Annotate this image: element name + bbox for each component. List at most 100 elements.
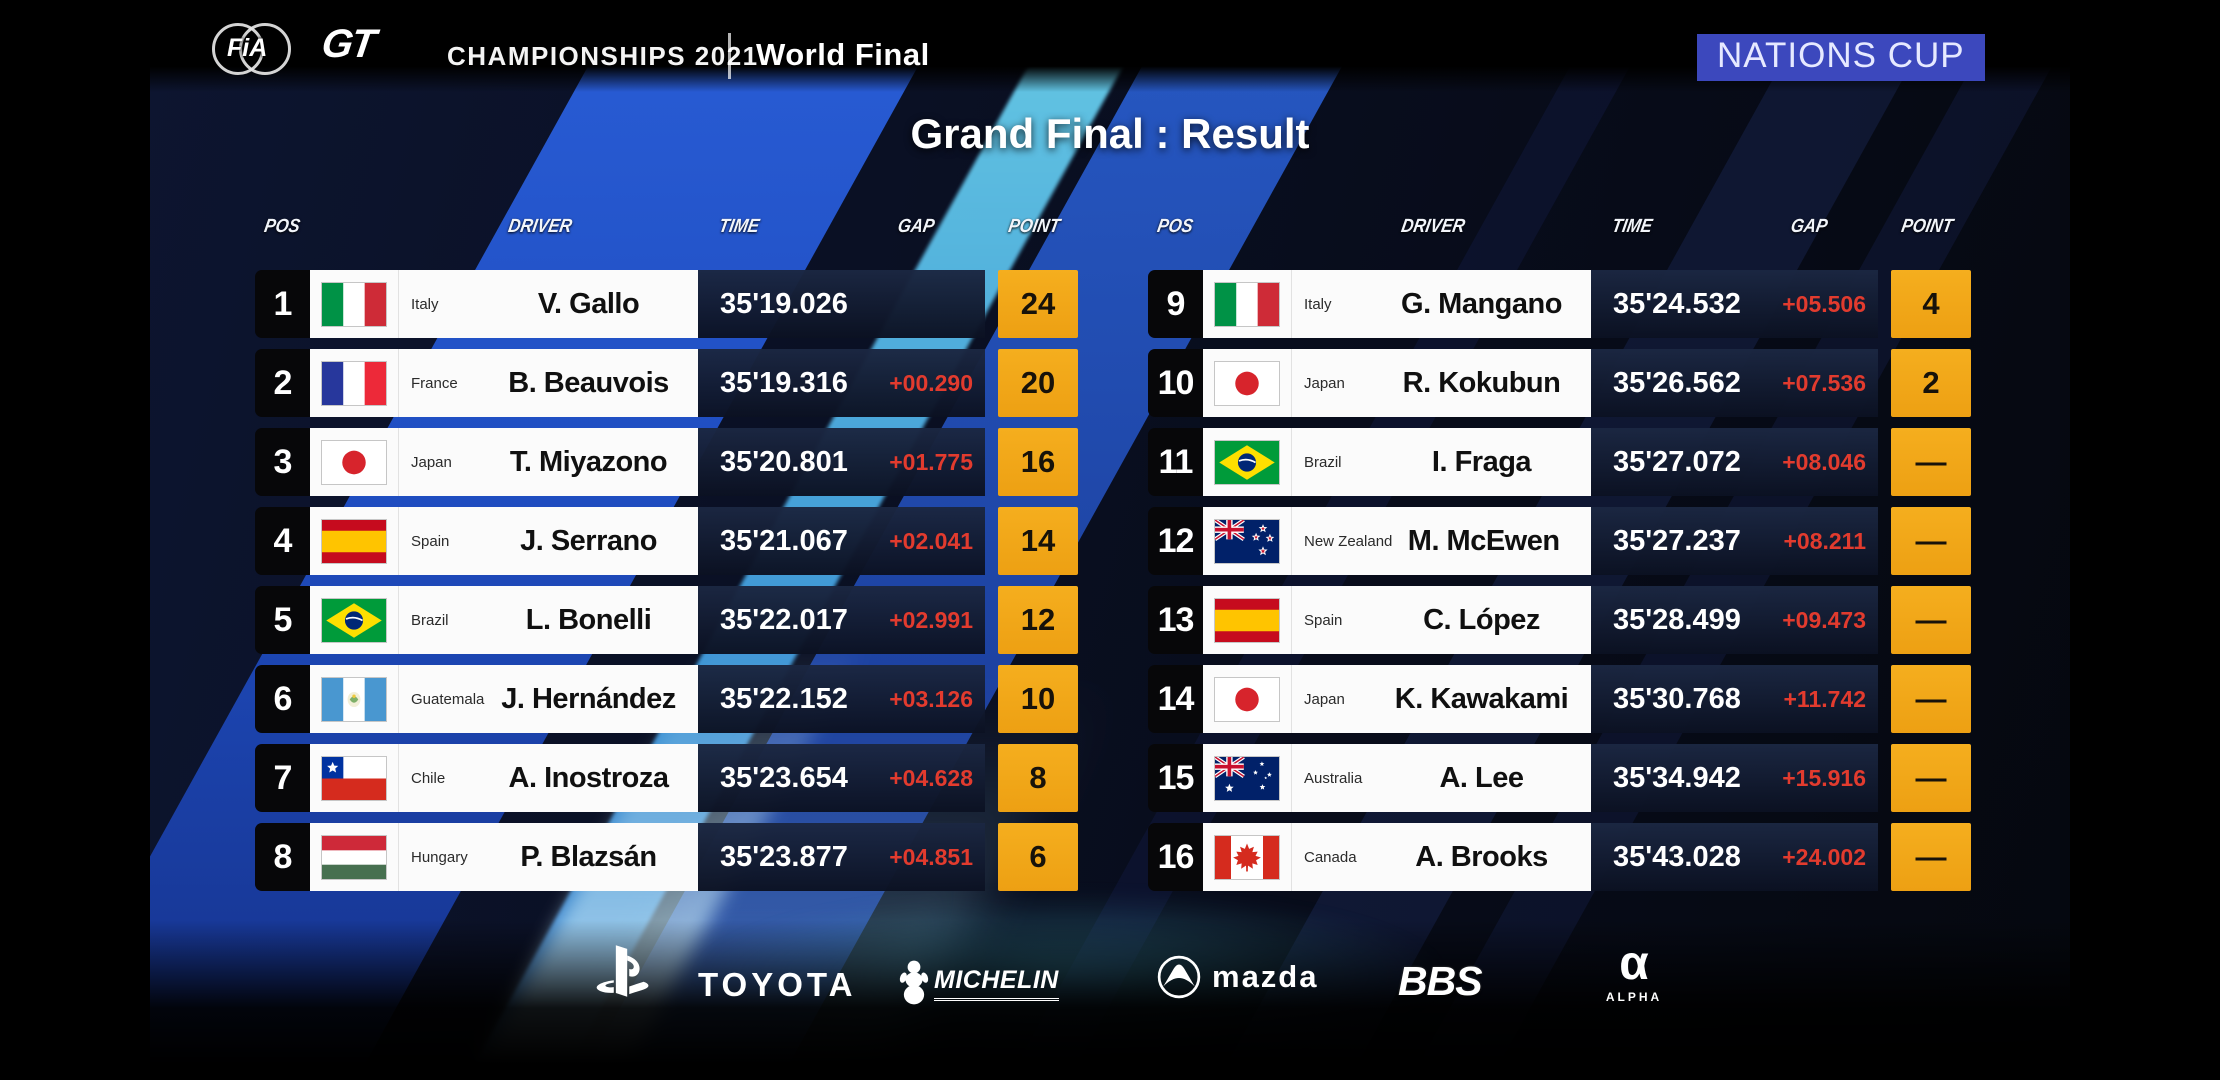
time-value: 35'20.801 xyxy=(720,445,848,478)
cell-spacer xyxy=(1878,428,1891,496)
column-driver: DRIVER xyxy=(506,216,574,237)
position-cell: 5 xyxy=(255,586,310,654)
country-label: Brazil xyxy=(1291,428,1388,496)
position-cell: 10 xyxy=(1148,349,1203,417)
rows-right: 9 Italy G. Mangano 35'24.532 +05.506 4 10 Japan… xyxy=(1148,270,1971,891)
time-cell: 35'23.654 +04.628 xyxy=(698,744,985,812)
point-cell: 20 xyxy=(998,349,1078,417)
driver-name: C. López xyxy=(1423,603,1540,636)
driver-cell: Hungary P. Blazsán xyxy=(310,823,698,891)
time-cell: 35'23.877 +04.851 xyxy=(698,823,985,891)
position-cell: 15 xyxy=(1148,744,1203,812)
position-cell: 4 xyxy=(255,507,310,575)
time-cell: 35'21.067 +02.041 xyxy=(698,507,985,575)
michelin-logo: MICHELIN xyxy=(898,958,1059,1008)
michelin-wordmark: MICHELIN xyxy=(934,966,1059,1001)
gap-value: +02.991 xyxy=(889,606,973,633)
time-value: 35'19.026 xyxy=(720,287,848,320)
position-cell: 1 xyxy=(255,270,310,338)
time-cell: 35'27.072 +08.046 xyxy=(1591,428,1878,496)
gap-value: +11.742 xyxy=(1783,685,1866,712)
time-cell: 35'28.499 +09.473 xyxy=(1591,586,1878,654)
column-gap: GAP xyxy=(896,216,937,237)
point-cell: — xyxy=(1891,428,1971,496)
column-pos: POS xyxy=(1155,216,1195,237)
driver-name: I. Fraga xyxy=(1431,445,1532,478)
country-label: Italy xyxy=(398,270,495,338)
gap-value: +09.473 xyxy=(1782,606,1866,633)
driver-cell: Spain C. López xyxy=(1203,586,1591,654)
gap-value: +08.046 xyxy=(1782,448,1866,475)
result-row: 16 Canada A. Brooks 35'43.028 +24.002 — xyxy=(1148,823,1971,891)
cell-spacer xyxy=(985,665,998,733)
michelin-man-icon xyxy=(899,960,929,1005)
cell-spacer xyxy=(1878,349,1891,417)
flag-france xyxy=(322,361,386,405)
point-cell: 4 xyxy=(1891,270,1971,338)
driver-name: B. Beauvois xyxy=(508,366,669,399)
country-label: Canada xyxy=(1291,823,1388,891)
country-label: Japan xyxy=(1291,665,1388,733)
result-row: 1 Italy V. Gallo 35'19.026 24 xyxy=(255,270,1078,338)
driver-name: A. Inostroza xyxy=(508,761,669,794)
gap-value: +04.851 xyxy=(889,843,973,870)
time-cell: 35'20.801 +01.775 xyxy=(698,428,985,496)
point-cell: 2 xyxy=(1891,349,1971,417)
flag-japan xyxy=(1215,677,1279,721)
time-value: 35'43.028 xyxy=(1613,840,1741,873)
result-row: 7 Chile A. Inostroza 35'23.654 +04.628 8 xyxy=(255,744,1078,812)
result-row: 2 France B. Beauvois 35'19.316 +00.290 20 xyxy=(255,349,1078,417)
point-cell: — xyxy=(1891,823,1971,891)
cell-spacer xyxy=(1878,270,1891,338)
driver-name: G. Mangano xyxy=(1401,287,1562,320)
header-divider xyxy=(728,33,731,79)
driver-cell: Italy G. Mangano xyxy=(1203,270,1591,338)
driver-name: A. Lee xyxy=(1439,761,1524,794)
fia-logo-text: FiA xyxy=(227,34,268,62)
flag-new-zealand xyxy=(1215,519,1279,563)
result-row: 15 Australia A. Lee 35'34.942 +15.916 — xyxy=(1148,744,1971,812)
flag-japan xyxy=(322,440,386,484)
rows-left: 1 Italy V. Gallo 35'19.026 24 2 France B. Beauv… xyxy=(255,270,1078,891)
flag-brazil xyxy=(1215,440,1279,484)
time-value: 35'24.532 xyxy=(1613,287,1741,320)
flag-australia xyxy=(1215,756,1279,800)
point-cell: 8 xyxy=(998,744,1078,812)
country-label: Japan xyxy=(398,428,495,496)
cell-spacer xyxy=(1878,823,1891,891)
driver-name: K. Kawakami xyxy=(1394,682,1569,715)
result-row: 10 Japan R. Kokubun 35'26.562 +07.536 2 xyxy=(1148,349,1971,417)
time-cell: 35'26.562 +07.536 xyxy=(1591,349,1878,417)
driver-cell: Brazil L. Bonelli xyxy=(310,586,698,654)
gt-logo: GT xyxy=(319,22,377,67)
time-cell: 35'24.532 +05.506 xyxy=(1591,270,1878,338)
time-value: 35'23.654 xyxy=(720,761,848,794)
driver-cell: Japan T. Miyazono xyxy=(310,428,698,496)
point-cell: — xyxy=(1891,507,1971,575)
time-value: 35'30.768 xyxy=(1613,682,1741,715)
country-label: Spain xyxy=(1291,586,1388,654)
column-pos: POS xyxy=(262,216,302,237)
result-row: 8 Hungary P. Blazsán 35'23.877 +04.851 6 xyxy=(255,823,1078,891)
cell-spacer xyxy=(1878,665,1891,733)
result-row: 4 Spain J. Serrano 35'21.067 +02.041 14 xyxy=(255,507,1078,575)
result-row: 3 Japan T. Miyazono 35'20.801 +01.775 16 xyxy=(255,428,1078,496)
column-headers: POS DRIVER TIME GAP POINT xyxy=(255,216,1078,246)
point-cell: 24 xyxy=(998,270,1078,338)
driver-name: J. Serrano xyxy=(520,524,657,557)
pillarbox-left xyxy=(0,0,150,1080)
cell-spacer xyxy=(1878,586,1891,654)
driver-name: T. Miyazono xyxy=(509,445,668,478)
driver-cell: Japan K. Kawakami xyxy=(1203,665,1591,733)
time-cell: 35'27.237 +08.211 xyxy=(1591,507,1878,575)
time-value: 35'23.877 xyxy=(720,840,848,873)
point-cell: — xyxy=(1891,744,1971,812)
driver-name: A. Brooks xyxy=(1415,840,1548,873)
position-cell: 13 xyxy=(1148,586,1203,654)
time-cell: 35'43.028 +24.002 xyxy=(1591,823,1878,891)
position-cell: 6 xyxy=(255,665,310,733)
flag-spain xyxy=(1215,598,1279,642)
point-cell: 10 xyxy=(998,665,1078,733)
position-cell: 2 xyxy=(255,349,310,417)
result-row: 11 Brazil I. Fraga 35'27.072 +08.046 — xyxy=(1148,428,1971,496)
